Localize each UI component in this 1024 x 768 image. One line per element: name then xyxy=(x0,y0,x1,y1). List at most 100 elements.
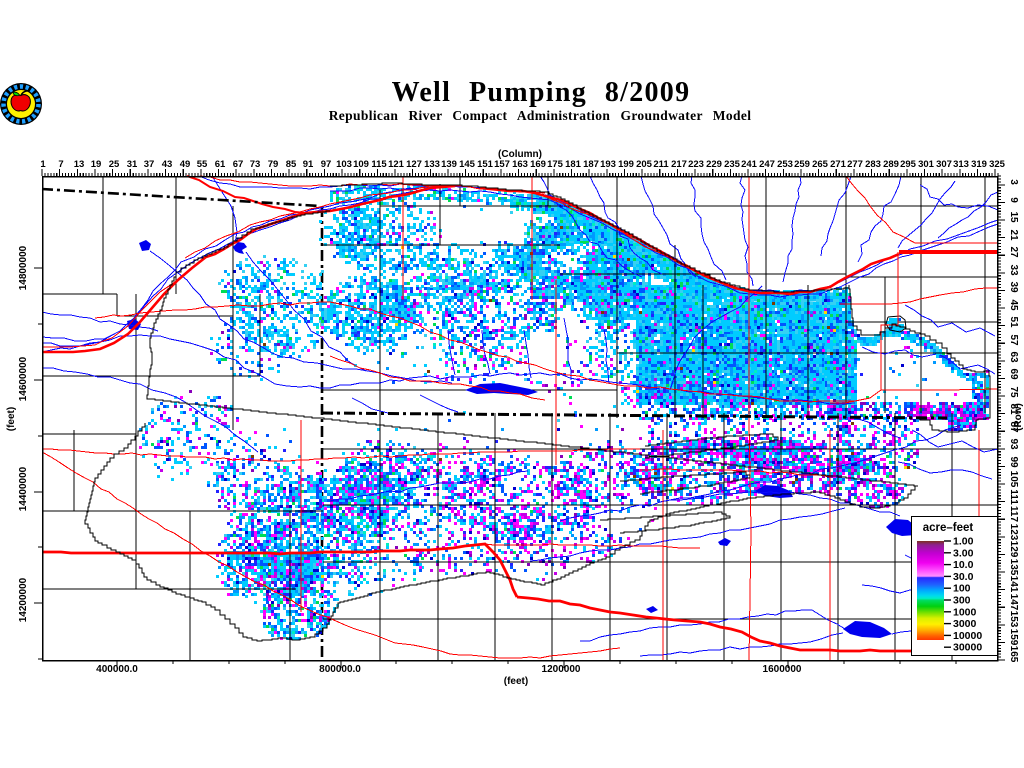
svg-text:111: 111 xyxy=(1008,489,1019,505)
svg-text:159: 159 xyxy=(1008,629,1019,646)
svg-text:15: 15 xyxy=(1008,211,1019,223)
svg-text:235: 235 xyxy=(724,159,741,170)
svg-text:79: 79 xyxy=(268,159,279,170)
svg-text:21: 21 xyxy=(1008,229,1019,241)
svg-text:10.0: 10.0 xyxy=(953,559,974,571)
svg-text:123: 123 xyxy=(1008,524,1019,541)
svg-text:141: 141 xyxy=(1008,576,1019,593)
svg-text:14200000: 14200000 xyxy=(18,577,29,622)
svg-text:129: 129 xyxy=(1008,541,1019,558)
svg-text:277: 277 xyxy=(847,159,863,170)
svg-text:151: 151 xyxy=(477,159,494,170)
svg-text:(Row): (Row) xyxy=(1013,403,1024,431)
svg-text:313: 313 xyxy=(953,159,969,170)
svg-text:1600000: 1600000 xyxy=(763,664,802,675)
svg-text:73: 73 xyxy=(250,159,261,170)
svg-text:289: 289 xyxy=(883,159,899,170)
svg-text:163: 163 xyxy=(512,159,528,170)
svg-text:27: 27 xyxy=(1008,246,1019,258)
svg-text:1: 1 xyxy=(40,159,46,170)
svg-text:295: 295 xyxy=(900,159,917,170)
svg-text:229: 229 xyxy=(706,159,722,170)
svg-text:115: 115 xyxy=(371,159,387,170)
svg-text:271: 271 xyxy=(830,159,847,170)
svg-text:169: 169 xyxy=(530,159,546,170)
svg-text:13: 13 xyxy=(74,159,85,170)
svg-text:3000: 3000 xyxy=(953,618,977,630)
svg-text:31: 31 xyxy=(127,159,138,170)
svg-text:147: 147 xyxy=(1008,594,1019,611)
svg-text:400000.0: 400000.0 xyxy=(96,664,138,675)
svg-text:253: 253 xyxy=(777,159,793,170)
svg-text:99: 99 xyxy=(1008,456,1019,468)
svg-text:181: 181 xyxy=(565,159,582,170)
svg-text:157: 157 xyxy=(494,159,510,170)
svg-text:109: 109 xyxy=(353,159,369,170)
svg-text:259: 259 xyxy=(794,159,810,170)
svg-text:100: 100 xyxy=(953,583,971,595)
svg-text:265: 265 xyxy=(812,159,829,170)
svg-text:1.00: 1.00 xyxy=(953,536,974,548)
svg-text:307: 307 xyxy=(936,159,952,170)
svg-text:(Column): (Column) xyxy=(498,149,542,160)
svg-text:187: 187 xyxy=(583,159,599,170)
svg-text:14800000: 14800000 xyxy=(18,245,29,290)
svg-text:93: 93 xyxy=(1008,438,1019,450)
svg-text:145: 145 xyxy=(459,159,476,170)
svg-text:85: 85 xyxy=(286,159,297,170)
svg-text:301: 301 xyxy=(918,159,935,170)
svg-text:19: 19 xyxy=(91,159,102,170)
svg-text:33: 33 xyxy=(1008,264,1019,276)
svg-text:211: 211 xyxy=(653,159,669,170)
svg-text:139: 139 xyxy=(441,159,457,170)
svg-text:Well Pumping 8/2009: Well Pumping 8/2009 xyxy=(392,77,691,108)
svg-text:283: 283 xyxy=(865,159,881,170)
svg-text:25: 25 xyxy=(109,159,120,170)
svg-text:14400000: 14400000 xyxy=(18,466,29,511)
svg-text:(feet): (feet) xyxy=(504,676,528,687)
svg-text:153: 153 xyxy=(1008,611,1019,628)
svg-text:1000: 1000 xyxy=(953,606,977,618)
svg-text:3.00: 3.00 xyxy=(953,547,974,559)
svg-text:1200000: 1200000 xyxy=(542,664,581,675)
svg-text:87: 87 xyxy=(1008,421,1019,433)
svg-text:63: 63 xyxy=(1008,351,1019,363)
svg-text:49: 49 xyxy=(180,159,191,170)
svg-text:319: 319 xyxy=(971,159,987,170)
svg-text:10000: 10000 xyxy=(953,630,982,642)
svg-text:55: 55 xyxy=(197,159,208,170)
svg-text:Republican River Compact Admin: Republican River Compact Administration … xyxy=(329,108,752,123)
svg-text:165: 165 xyxy=(1008,646,1019,663)
svg-text:300: 300 xyxy=(953,595,971,607)
svg-text:81: 81 xyxy=(1008,403,1019,415)
svg-text:91: 91 xyxy=(303,159,314,170)
svg-text:75: 75 xyxy=(1008,386,1019,398)
svg-text:3: 3 xyxy=(1008,179,1019,185)
svg-text:(feet): (feet) xyxy=(6,407,17,431)
svg-text:37: 37 xyxy=(144,159,155,170)
svg-text:7: 7 xyxy=(58,159,63,170)
svg-text:247: 247 xyxy=(759,159,775,170)
svg-text:193: 193 xyxy=(600,159,616,170)
svg-text:223: 223 xyxy=(688,159,704,170)
svg-text:103: 103 xyxy=(336,159,352,170)
svg-text:133: 133 xyxy=(424,159,440,170)
svg-text:97: 97 xyxy=(321,159,332,170)
svg-text:51: 51 xyxy=(1008,316,1019,328)
svg-text:acre–feet: acre–feet xyxy=(923,522,974,534)
svg-text:105: 105 xyxy=(1008,471,1019,488)
svg-text:800000.0: 800000.0 xyxy=(319,664,361,675)
svg-text:69: 69 xyxy=(1008,368,1019,380)
svg-text:205: 205 xyxy=(636,159,653,170)
svg-text:127: 127 xyxy=(406,159,422,170)
svg-text:67: 67 xyxy=(233,159,244,170)
svg-text:43: 43 xyxy=(162,159,173,170)
svg-text:30000: 30000 xyxy=(953,642,982,654)
svg-text:175: 175 xyxy=(547,159,564,170)
svg-text:135: 135 xyxy=(1008,559,1019,576)
svg-text:45: 45 xyxy=(1008,299,1019,311)
svg-text:121: 121 xyxy=(388,159,405,170)
svg-text:57: 57 xyxy=(1008,334,1019,346)
svg-text:61: 61 xyxy=(215,159,226,170)
svg-text:241: 241 xyxy=(741,159,758,170)
